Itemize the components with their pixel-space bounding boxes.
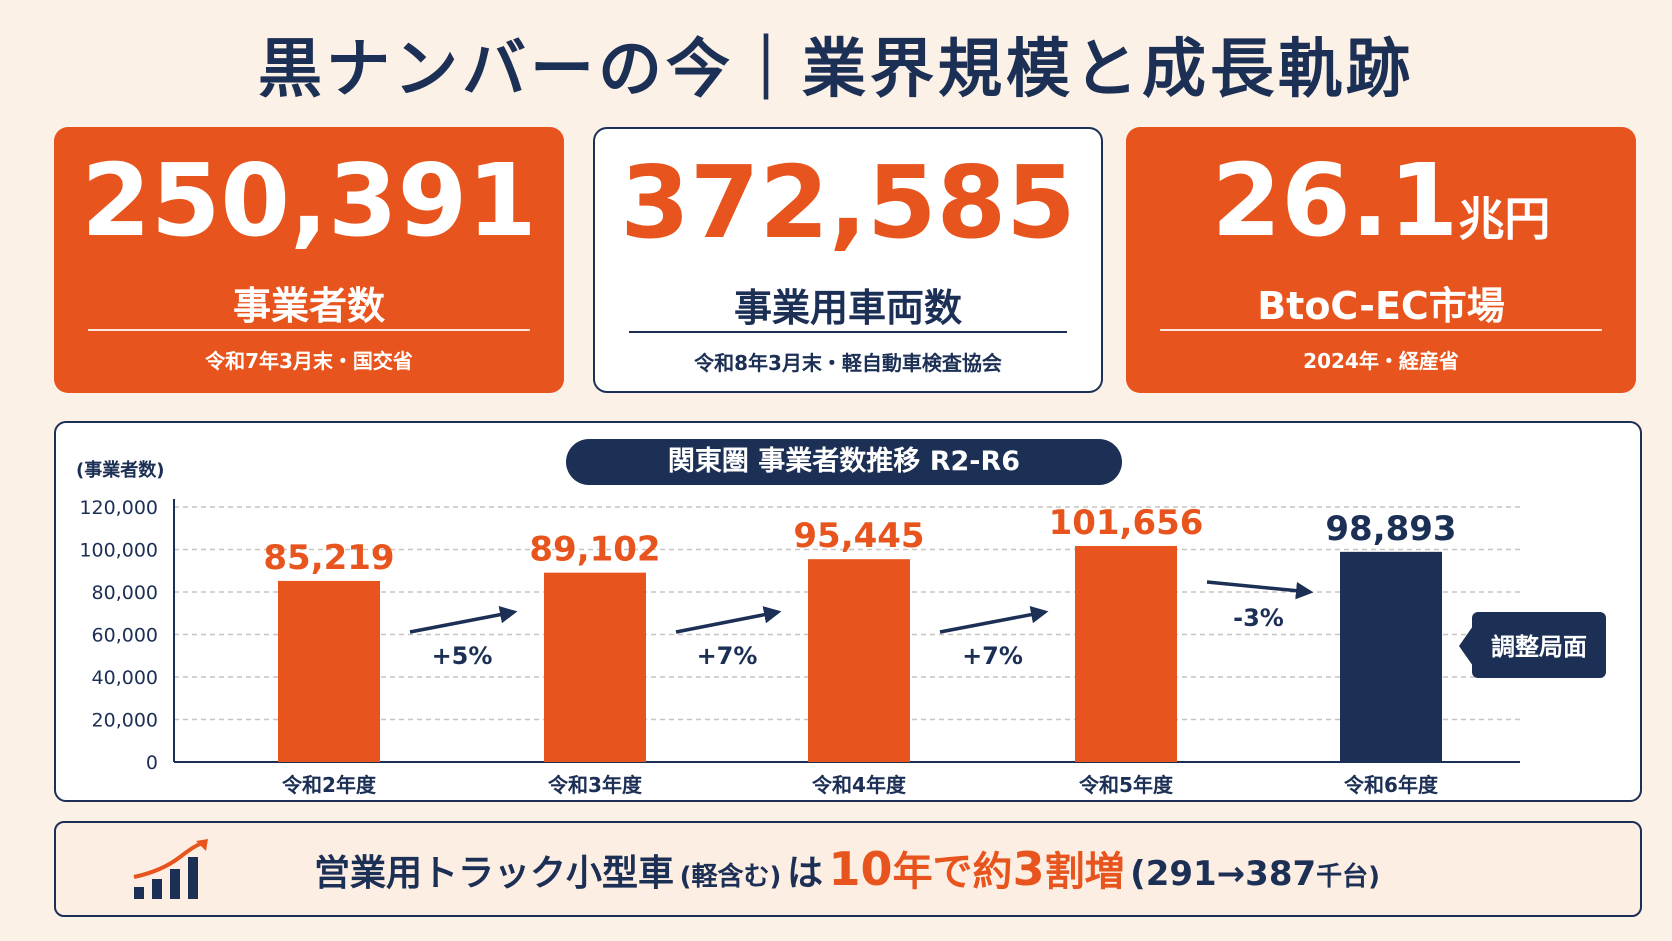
growth-arrow (1206, 580, 1314, 600)
y-tick-label: 20,000 (92, 710, 158, 732)
y-tick-label: 40,000 (92, 667, 158, 689)
stat-card-ec-market: 26.1兆円 BtoC-EC市場 2024年・経産省 (1126, 127, 1636, 393)
stat-label: BtoC-EC市場 (1257, 284, 1505, 328)
bar-value-label: 101,656 (1049, 503, 1204, 543)
stat-value: 372,585 (620, 144, 1076, 261)
summary-particle: は (786, 853, 823, 894)
x-tick-label: 令和3年度 (548, 773, 643, 797)
chart-title: 関東圏 事業者数推移 R2-R6 (566, 439, 1122, 485)
bar (808, 559, 910, 762)
growth-chart-icon (133, 839, 208, 899)
growth-arrow (409, 606, 518, 634)
y-tick-label: 0 (146, 752, 158, 774)
stat-source: 2024年・経産省 (1303, 349, 1459, 373)
summary-bar: 営業用トラック小型車 (軽含む) は 10年で約3割増 (291→387千台) (54, 821, 1642, 917)
growth-label: -3% (1233, 604, 1284, 632)
divider (1160, 329, 1602, 331)
callout-label: 調整局面 (1491, 633, 1587, 661)
stat-card-vehicles: 372,585 事業用車両数 令和8年3月末・軽自動車検査協会 (593, 127, 1103, 393)
bar-value-label: 89,102 (529, 530, 660, 570)
y-tick-label: 80,000 (92, 582, 158, 604)
summary-note: (軽含む) (679, 862, 782, 892)
stat-source: 令和8年3月末・軽自動車検査協会 (694, 351, 1002, 375)
growth-arrow (675, 606, 782, 634)
stat-label: 事業用車両数 (733, 286, 962, 330)
y-tick-label: 120,000 (79, 497, 158, 519)
growth-arrow (939, 606, 1049, 634)
summary-subject: 営業用トラック小型車 (314, 853, 675, 894)
bar-value-label: 85,219 (263, 538, 394, 578)
bar-value-label: 95,445 (793, 516, 924, 556)
summary-highlight-ratio: 3 (1012, 842, 1045, 896)
summary-text: 営業用トラック小型車 (軽含む) は 10年で約3割増 (291→387千台) (314, 823, 1380, 915)
divider (88, 329, 530, 331)
stat-unit: 兆円 (1458, 192, 1551, 246)
stat-card-operators: 250,391 事業者数 令和7年3月末・国交省 (54, 127, 564, 393)
bar-value-label: 98,893 (1325, 509, 1456, 549)
x-tick-label: 令和6年度 (1344, 773, 1439, 797)
callout-box (1472, 612, 1606, 678)
stat-value: 26.1兆円 (1211, 142, 1551, 259)
y-tick-label: 60,000 (92, 625, 158, 647)
x-tick-label: 令和5年度 (1079, 773, 1174, 797)
summary-detail: (291→387 (1130, 854, 1317, 894)
x-tick-label: 令和4年度 (812, 773, 907, 797)
x-tick-label: 令和2年度 (282, 773, 377, 797)
divider (629, 331, 1067, 333)
summary-highlight-text: 年で約 (892, 849, 1013, 895)
y-axis-label: (事業者数) (76, 459, 164, 481)
callout-pointer (1459, 626, 1473, 666)
bar (1075, 545, 1177, 762)
bar (1340, 551, 1442, 762)
summary-detail-unit: 千台) (1316, 862, 1381, 892)
growth-label: +5% (432, 642, 493, 670)
stat-value: 250,391 (81, 142, 537, 259)
bar (544, 572, 646, 762)
y-tick-label: 100,000 (79, 540, 158, 562)
summary-highlight-increase: 割増 (1044, 849, 1125, 895)
growth-label: +7% (962, 642, 1023, 670)
growth-label: +7% (697, 642, 758, 670)
stat-label: 事業者数 (232, 284, 385, 328)
bar (278, 580, 380, 762)
summary-highlight-years: 10 (828, 842, 893, 896)
page-title: 黒ナンバーの今｜業界規模と成長軌跡 (258, 33, 1414, 107)
stat-source: 令和7年3月末・国交省 (205, 349, 413, 373)
